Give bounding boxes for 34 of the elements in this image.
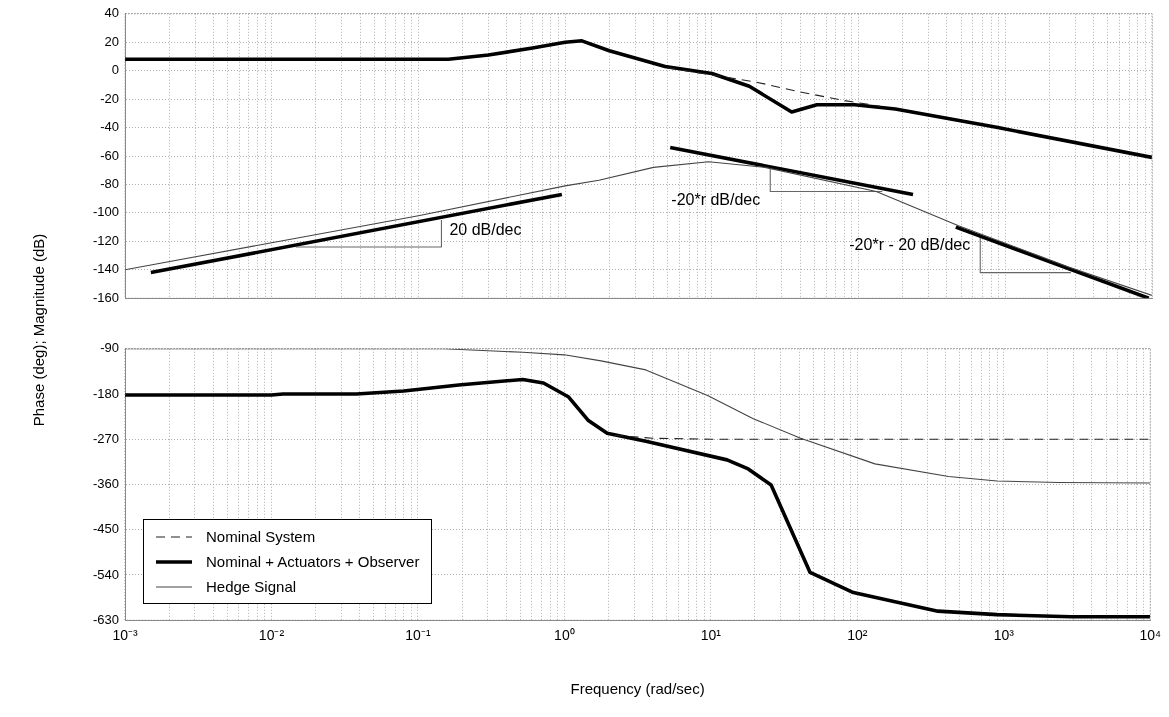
x-tick-label: 10¹ [700,627,722,644]
x-tick-label: 10⁻³ [112,627,138,644]
legend-label: Nominal + Actuators + Observer [206,553,420,571]
y-tick-label: -90 [100,340,119,356]
y-tick-label: -270 [92,430,119,446]
y-tick-label: -120 [92,232,119,248]
y-tick-label: -40 [100,119,119,135]
annotation: 20 dB/dec [449,221,522,239]
y-tick-label: -60 [100,147,119,163]
legend-label: Nominal System [206,528,316,546]
y-tick-label: -630 [92,611,119,627]
legend-label: Hedge Signal [206,578,297,596]
y-tick-label: -160 [92,289,119,305]
x-axis-title: Frequency (rad/sec) [570,680,705,698]
y-tick-label: -140 [92,261,119,277]
x-tick-label: 10³ [993,627,1015,644]
annotation: -20*r dB/dec [671,190,761,208]
y-tick-label: -540 [92,566,119,582]
y-tick-label: 0 [111,62,119,78]
x-tick-label: 10² [847,627,868,644]
y-tick-label: -20 [100,90,119,106]
x-tick-label: 10⁻¹ [405,627,431,644]
annotation: -20*r - 20 dB/dec [849,236,971,254]
y-tick-label: 20 [104,33,119,49]
x-tick-label: 10⁻² [258,627,285,644]
x-tick-label: 10⁰ [554,627,575,644]
y-tick-label: -360 [92,476,119,492]
y-tick-label: -100 [92,204,119,220]
y-tick-label: -180 [92,385,119,401]
y-tick-label: -450 [92,521,119,537]
y-tick-label: 40 [104,5,119,21]
x-tick-label: 10⁴ [1139,627,1161,644]
y-axis-title: Phase (deg); Magnitude (dB) [29,233,47,427]
y-tick-label: -80 [100,176,119,192]
